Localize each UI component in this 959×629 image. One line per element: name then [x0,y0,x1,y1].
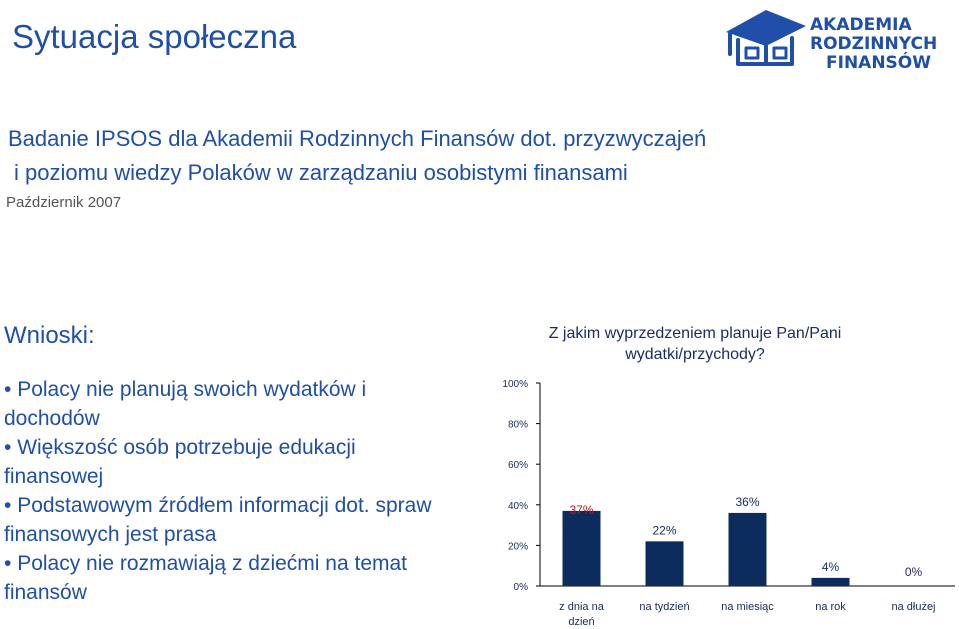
conclusions-heading: Wnioski: [4,322,95,349]
bar-chart: 0% 20% 40% 60% 80% 100% 37% z dnia na dzień 22% na… [502,379,955,628]
y-tick-label: 80% [508,420,528,431]
house-graduation-cap-icon [726,10,806,66]
y-tick-label: 20% [508,541,528,552]
bar [645,541,684,586]
logo-line2: RODZINNYCH [810,34,937,54]
data-label: 0% [905,565,923,579]
page-title: Sytuacja społeczna [12,18,297,55]
bar [811,577,850,586]
subtitle-line-1: Badanie IPSOS dla Akademii Rodzinnych Fi… [8,126,707,151]
category-label: z dnia na [559,601,605,613]
conclusion-item: • Polacy nie rozmawiają z dziećmi na tem… [4,552,408,604]
category-label: na rok [815,601,846,613]
logo-line3: FINANSÓW [826,51,931,73]
logo: AKADEMIA RODZINNYCH FINANSÓW [726,10,937,73]
category-label: na tydzień [639,601,689,613]
data-label: 4% [822,560,840,574]
data-label: 37% [569,503,593,517]
subtitle: Badanie IPSOS dla Akademii Rodzinnych Fi… [8,122,808,190]
conclusion-item: • Polacy nie planują swoich wydatków i d… [4,378,367,430]
data-label: 22% [652,523,676,537]
logo-line1: AKADEMIA [810,15,912,35]
bar [562,510,601,586]
conclusion-item: • Podstawowym źródłem informacji dot. sp… [4,494,432,546]
conclusions-list: • Polacy nie planują swoich wydatków i d… [4,375,434,607]
data-label: 36% [735,495,759,509]
category-label: na miesiąc [721,601,774,613]
bar [728,512,767,586]
chart-title: Z jakim wyprzedzeniem planuje Pan/Pani w… [548,325,842,363]
y-tick-label: 60% [508,460,528,471]
category-label: dzień [568,616,594,628]
subtitle-line-2: i poziomu wiedzy Polaków w zarządzaniu o… [14,160,628,185]
y-tick-label: 40% [508,501,528,512]
category-label: na dłużej [891,601,935,613]
conclusion-item: • Większość osób potrzebuje edukacji fin… [4,436,356,488]
y-tick-label: 0% [514,582,529,593]
y-tick-label: 100% [502,379,528,390]
report-date: Październik 2007 [6,194,122,211]
